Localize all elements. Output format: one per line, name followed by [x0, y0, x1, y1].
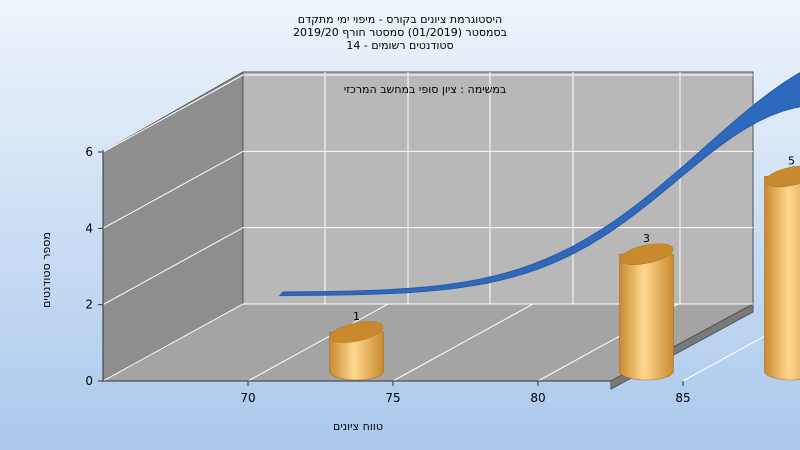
floor-grid — [392, 303, 534, 382]
chart-title-line-3: סטודנטים רשומים - 14 — [346, 39, 453, 52]
bars-layer: 13531 — [329, 154, 800, 381]
bar-top — [764, 165, 800, 188]
bar-data-label: 1 — [353, 310, 360, 323]
x-tick-label: 85 — [675, 391, 690, 405]
y-axis-label: מספר סטודנטים — [40, 232, 53, 308]
chart-title-line-2: בסמסטר (01/2019) סמסטר חורף 2019/20 — [293, 26, 507, 39]
back-wall — [242, 71, 754, 305]
x-axis-label: טווח ציונים — [333, 420, 383, 433]
x-tick-label: 80 — [530, 391, 545, 405]
y-tick-label: 2 — [85, 298, 93, 312]
bar-top — [619, 243, 674, 265]
bar-body — [764, 176, 800, 381]
bar-top — [329, 321, 384, 343]
inner-chart-title: במשימה : ציון סופי במחשב המרכזי — [344, 83, 507, 96]
bar-data-label: 5 — [788, 154, 795, 167]
y-tick-label: 4 — [85, 221, 93, 235]
bar: 1 — [329, 310, 384, 381]
bar-body — [619, 253, 674, 381]
side-wall-hgrid — [102, 303, 244, 382]
floor-grid — [247, 303, 389, 382]
chart-title-line-1: היסטוגרמת ציונים בקורס - מיפוי ימי מתקדם — [298, 13, 502, 26]
bar-body — [329, 331, 384, 381]
x-tick-label: 70 — [240, 391, 255, 405]
axes-layer: 7075808590950246 — [85, 145, 690, 405]
bar: 3 — [619, 232, 674, 381]
side-wall-hgrid — [102, 227, 244, 306]
y-tick-label: 0 — [85, 374, 93, 388]
side-wall-hgrid — [102, 150, 244, 229]
bar-data-label: 3 — [643, 232, 650, 245]
y-tick-label: 6 — [85, 145, 93, 159]
side-wall-hgrid — [102, 74, 244, 153]
x-tick-label: 75 — [385, 391, 400, 405]
bar: 5 — [764, 154, 800, 381]
distribution-curve — [278, 72, 800, 297]
distribution-curve-layer — [278, 72, 800, 297]
